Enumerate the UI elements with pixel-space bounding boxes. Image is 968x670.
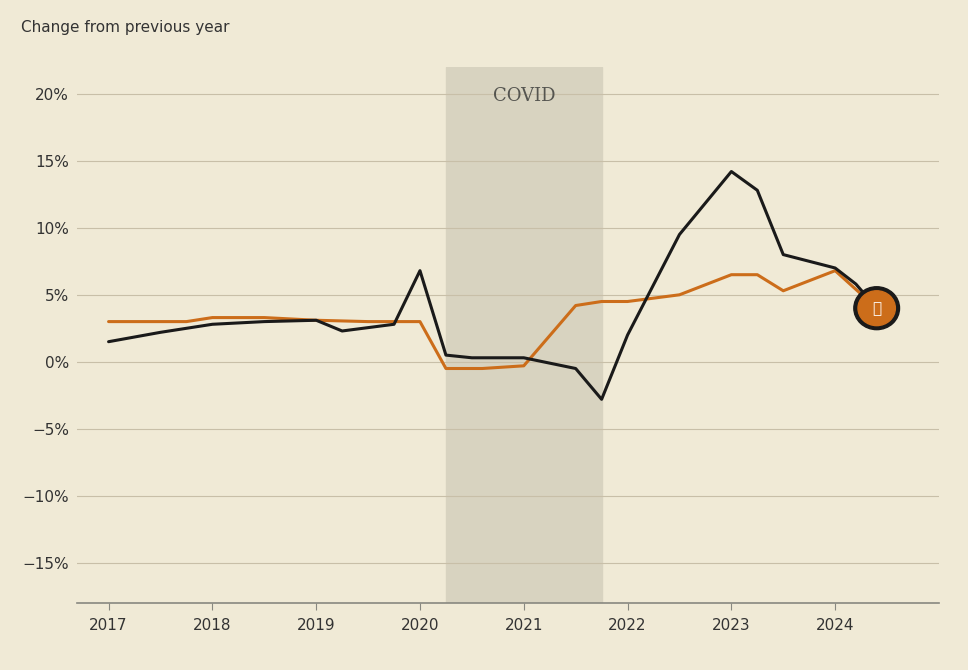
Ellipse shape [854,287,899,330]
Text: COVID: COVID [493,87,555,105]
Text: Change from previous year: Change from previous year [21,20,230,35]
Ellipse shape [858,291,895,326]
Bar [446,67,602,603]
Text: ⛨: ⛨ [872,301,881,316]
